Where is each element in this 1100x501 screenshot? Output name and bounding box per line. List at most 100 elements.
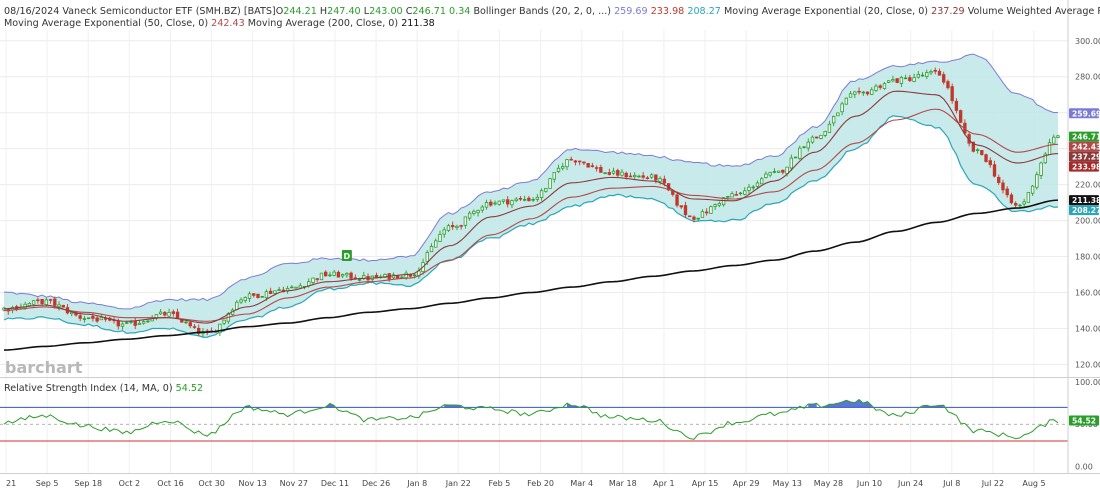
candle-body	[810, 136, 815, 143]
candle-body	[857, 90, 861, 93]
x-tick-label: Jun 24	[897, 479, 923, 488]
candle-body	[1001, 182, 1005, 191]
candle-body	[472, 210, 476, 214]
candle-body	[345, 272, 349, 276]
x-tick-label: Jul 8	[942, 479, 960, 488]
candle-body	[937, 70, 942, 76]
x-tick-label: Oct 16	[157, 479, 184, 488]
sma200-line	[3, 199, 1059, 351]
price-badge-bg	[1069, 141, 1099, 152]
candle-body	[129, 321, 133, 323]
candle-body	[942, 74, 946, 83]
candle-body	[332, 271, 336, 276]
header-part-17: Moving Average Exponential (20, Close, 0…	[721, 6, 931, 17]
candle-body	[1005, 188, 1009, 196]
candle-body	[44, 299, 49, 306]
candle-body	[946, 81, 950, 89]
candle-body	[861, 91, 865, 94]
x-tick-label: Mar 18	[609, 479, 637, 488]
candle-body	[455, 225, 459, 229]
candle-body	[933, 69, 937, 72]
price-badge-label: 233.98	[1072, 163, 1100, 172]
price-badge-label: 242.43	[1072, 143, 1100, 152]
candle-body	[260, 296, 264, 298]
dividend-marker: D	[341, 250, 352, 261]
candle-body	[268, 290, 273, 294]
header-part-4: 247.40	[327, 6, 361, 17]
candle-body	[442, 229, 446, 235]
price-badge-label: 211.38	[1072, 196, 1100, 205]
x-tick-label: May 13	[773, 479, 802, 488]
bollinger-fill	[4, 54, 1058, 338]
candle-body	[133, 320, 137, 326]
candle-body	[1030, 185, 1035, 194]
candle-body	[713, 204, 717, 207]
candle-body	[290, 286, 294, 289]
price-badge-bg	[1069, 108, 1099, 119]
price-badge: 233.98	[1069, 161, 1100, 172]
candle-body	[1039, 162, 1043, 176]
dividend-marker-label: D	[344, 252, 351, 261]
candle-body	[548, 178, 552, 189]
candle-body	[171, 311, 175, 314]
price-badge: 242.43	[1069, 141, 1100, 152]
candle-body	[628, 175, 633, 178]
candle-body	[184, 321, 188, 324]
header-part-3: H	[317, 6, 327, 17]
candle-body	[324, 271, 328, 277]
price-badge-bg	[1069, 131, 1099, 142]
header-part-5: L	[361, 6, 370, 17]
header-part-3: 211.38	[401, 18, 435, 29]
candle-body	[738, 192, 743, 195]
candle-body	[950, 86, 954, 102]
candle-body	[751, 186, 755, 189]
candle-body	[954, 100, 959, 111]
candle-body	[654, 174, 658, 181]
candle-body	[552, 171, 556, 180]
candle-body	[836, 112, 840, 117]
price-badge: 259.69	[1069, 108, 1100, 119]
candle-body	[806, 141, 810, 149]
candle-body	[125, 322, 129, 324]
candle-body	[789, 157, 794, 169]
candle-body	[823, 131, 827, 136]
candle-body	[793, 156, 798, 159]
candle-body	[235, 301, 239, 310]
candle-body	[480, 206, 485, 211]
candle-body	[925, 72, 929, 77]
candle-body	[239, 299, 243, 303]
candle-body	[1056, 135, 1060, 138]
candle-body	[446, 225, 451, 231]
rsi-label-part-0: Relative Strength Index (14, MA, 0)	[4, 383, 176, 394]
candle-body	[95, 317, 99, 322]
candle-body	[980, 150, 984, 155]
candle-body	[916, 74, 920, 78]
candle-body	[895, 78, 899, 83]
grid-rsi	[5, 378, 1035, 473]
x-tick-label: Mar 4	[570, 479, 593, 488]
candle-body	[717, 203, 722, 206]
candle-body	[489, 201, 493, 206]
y-tick-label: 280.00	[1075, 73, 1100, 82]
candle-body	[997, 176, 1001, 183]
candle-body	[768, 172, 772, 176]
candle-body	[827, 123, 832, 133]
price-badge: 211.38	[1069, 195, 1100, 206]
header-part-14: 233.98	[651, 6, 685, 17]
candle-body	[908, 77, 912, 81]
candle-body	[1026, 192, 1031, 203]
candle-body	[683, 205, 688, 216]
candle-body	[878, 85, 882, 88]
price-badge: 208.27	[1069, 205, 1100, 216]
candle-body	[688, 215, 692, 218]
candle-body	[971, 141, 976, 152]
header-line-1: 08/16/2024 Vaneck Semiconductor ETF (SMH…	[4, 6, 1100, 17]
candle-body	[311, 277, 315, 283]
rsi-label-part-1: 54.52	[176, 383, 203, 394]
candle-body	[61, 305, 65, 308]
chart-frame	[0, 0, 1100, 474]
candle-body	[27, 303, 32, 307]
candle-body	[607, 172, 611, 175]
